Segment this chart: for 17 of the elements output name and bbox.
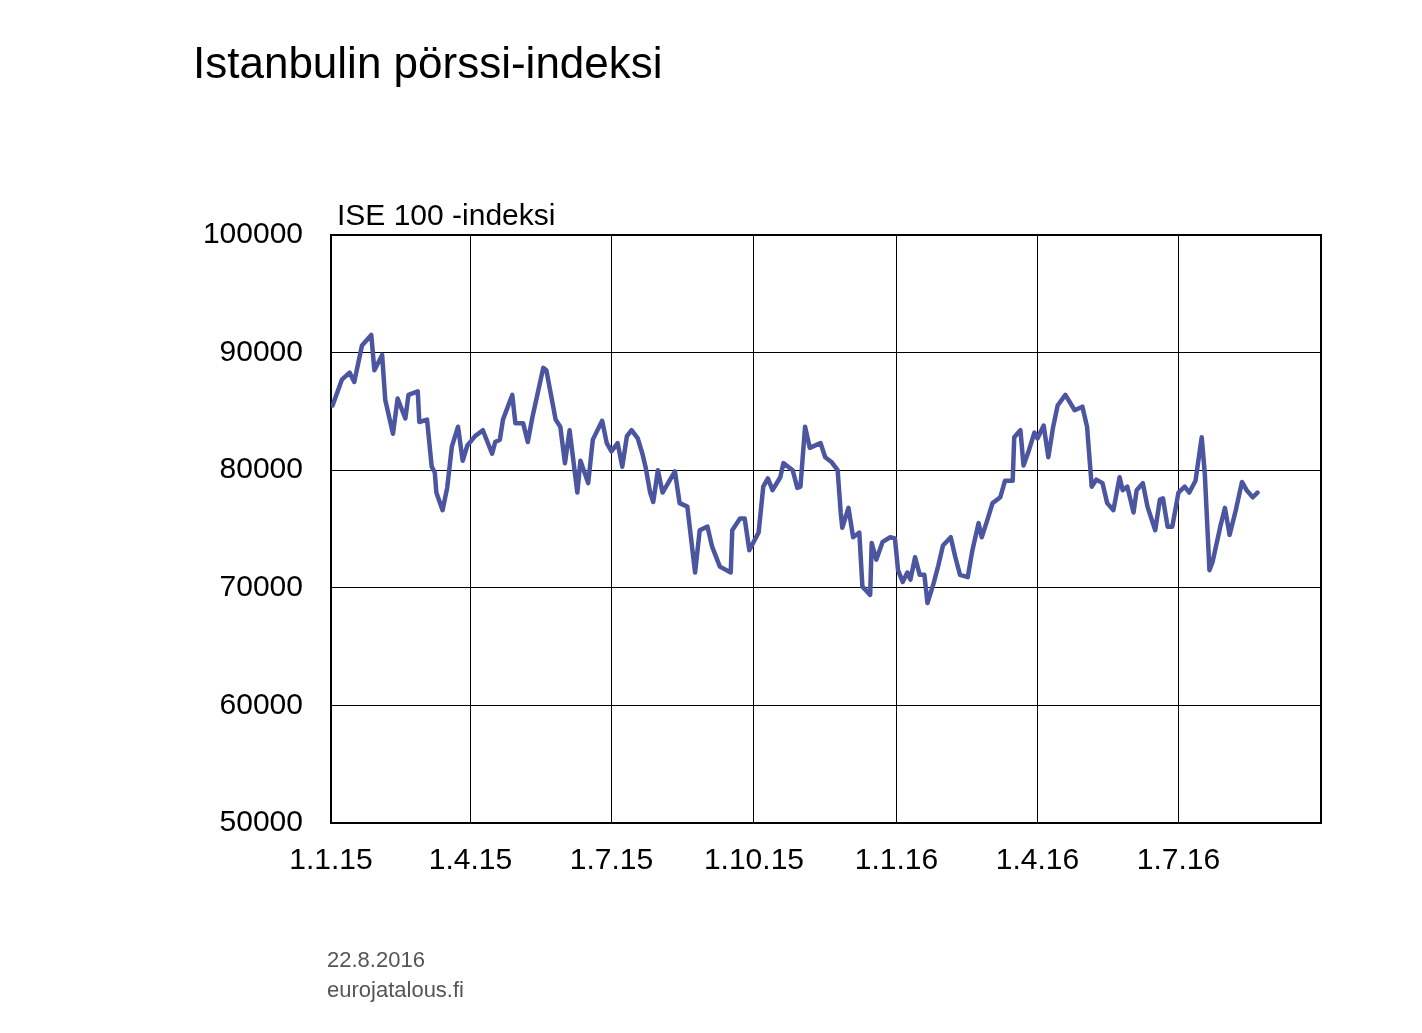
y-tick-label: 80000 (219, 451, 303, 485)
x-tick-label: 1.1.15 (289, 842, 373, 876)
y-tick-label: 70000 (219, 569, 303, 603)
x-tick-label: 1.4.15 (428, 842, 513, 876)
chart-title: Istanbulin pörssi-indeksi (193, 38, 663, 88)
x-tick-label: 1.4.16 (995, 842, 1080, 876)
x-tick-label: 1.10.15 (703, 842, 804, 876)
text: eurojatalous.fi (327, 976, 464, 1004)
x-tick-label: 1.7.16 (1136, 842, 1221, 876)
y-tick-label: 50000 (219, 804, 303, 838)
y-tick-label: 90000 (219, 333, 303, 367)
x-tick-label: 1.1.16 (854, 842, 939, 876)
y-axis-title: ISE 100 -indeksi (337, 198, 556, 232)
y-tick-label: 60000 (219, 686, 303, 720)
text: 22.8.2016 (327, 946, 426, 974)
x-tick-label: 1.7.15 (569, 842, 654, 876)
y-tick-label: 100000 (202, 216, 303, 250)
